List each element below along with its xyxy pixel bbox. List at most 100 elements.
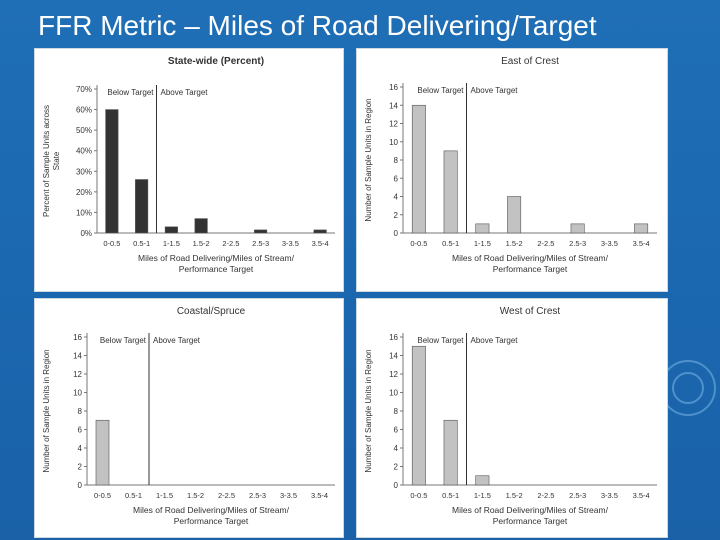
x-tick-label: 2-2.5 (218, 491, 235, 500)
bar-1-1.5 (475, 223, 490, 234)
slide-title: FFR Metric – Miles of Road Delivering/Ta… (38, 10, 597, 41)
x-tick-label: 2-2.5 (537, 491, 554, 500)
bar-1-1.5 (475, 475, 490, 486)
y-tick-label: 10 (389, 389, 398, 398)
y-axis-label: Number of Sample Units in Region (42, 349, 51, 472)
x-tick-label: 3.5-4 (311, 491, 328, 500)
x-tick-label: 1.5-2 (506, 239, 523, 248)
x-tick-label: 2.5-3 (569, 491, 586, 500)
bar-0.5-1 (443, 419, 458, 486)
bar-0-0.5 (411, 104, 426, 234)
y-tick-label: 40% (76, 147, 92, 156)
bar-0-0.5 (411, 345, 426, 486)
y-tick-label: 10 (73, 389, 82, 398)
x-axis-label: Miles of Road Delivering/Miles of Stream… (452, 505, 609, 526)
x-tick-label: 3.5-4 (312, 239, 329, 248)
bar-2.5-3 (254, 229, 268, 234)
x-tick-label: 1-1.5 (163, 239, 180, 248)
y-tick-label: 20% (76, 188, 92, 197)
chart-panel-west-of-crest: West of Crest 0 2 4 6 8 10 12 14 16 0-0.5 0.5-1 1-1.… (356, 298, 668, 538)
x-tick-label: 2.5-3 (569, 239, 586, 248)
x-tick-label: 0.5-1 (133, 239, 150, 248)
y-axis-label: Number of Sample Units in Region (364, 98, 373, 221)
y-tick-label: 16 (389, 333, 398, 342)
y-tick-label: 0 (394, 229, 399, 238)
bar-1.5-2 (507, 196, 522, 234)
y-tick-label: 4 (78, 444, 83, 453)
bar-0-0.5 (105, 109, 119, 234)
y-tick-label: 4 (394, 444, 399, 453)
x-tick-label: 0.5-1 (442, 239, 459, 248)
bar-0-0.5 (95, 419, 110, 486)
y-tick-label: 10 (389, 138, 398, 147)
x-tick-label: 3-3.5 (601, 491, 618, 500)
x-tick-label: 2-2.5 (222, 239, 239, 248)
y-tick-label: 14 (389, 101, 398, 110)
y-axis-label: Number of Sample Units in Region (364, 349, 373, 472)
y-tick-label: 12 (389, 120, 398, 129)
bar-0.5-1 (135, 179, 149, 234)
x-tick-label: 2-2.5 (537, 239, 554, 248)
x-tick-label: 0-0.5 (94, 491, 111, 500)
y-tick-label: 6 (78, 426, 83, 435)
bar-3.5-4 (313, 229, 327, 234)
y-tick-label: 8 (78, 407, 83, 416)
x-axis-label: Miles of Road Delivering/Miles of Stream… (138, 253, 295, 274)
y-tick-label: 12 (389, 370, 398, 379)
bar-1-1.5 (164, 226, 178, 234)
x-tick-label: 0.5-1 (442, 491, 459, 500)
below-target-label: Below Target (417, 336, 464, 345)
chart-title: State-wide (Percent) (168, 56, 264, 67)
y-tick-label: 0 (78, 481, 83, 490)
chart-west-of-crest: West of Crest 0 2 4 6 8 10 12 14 16 0-0.5 0.5-1 1-1.… (364, 306, 657, 526)
y-tick-label: 2 (394, 211, 399, 220)
chart-panel-east-of-crest: East of Crest 0 2 4 6 8 10 12 14 16 0-0.5 0.5-1 1-1.… (356, 48, 668, 292)
above-target-label: Above Target (161, 88, 209, 97)
y-tick-label: 12 (73, 370, 82, 379)
y-tick-label: 60% (76, 106, 92, 115)
bar-1.5-2 (194, 218, 208, 234)
y-tick-label: 2 (394, 463, 399, 472)
chart-title: Coastal/Spruce (177, 306, 246, 317)
decorative-swirl (660, 360, 716, 416)
chart-title: East of Crest (501, 56, 559, 67)
y-tick-label: 14 (389, 352, 398, 361)
chart-panel-coastal-spruce: Coastal/Spruce 0 2 4 6 8 10 12 14 16 0-0.5 0.5-1 1-1… (34, 298, 344, 538)
x-tick-label: 0-0.5 (103, 239, 120, 248)
bar-0.5-1 (443, 150, 458, 234)
x-tick-label: 3-3.5 (282, 239, 299, 248)
above-target-label: Above Target (471, 86, 519, 95)
x-tick-label: 1.5-2 (193, 239, 210, 248)
x-axis-label: Miles of Road Delivering/Miles of Stream… (133, 505, 290, 526)
x-tick-label: 0-0.5 (410, 239, 427, 248)
x-tick-label: 3.5-4 (633, 491, 650, 500)
x-tick-label: 1-1.5 (474, 239, 491, 248)
x-tick-label: 3.5-4 (633, 239, 650, 248)
y-tick-label: 0% (80, 229, 92, 238)
x-tick-label: 2.5-3 (249, 491, 266, 500)
y-tick-label: 30% (76, 167, 92, 176)
chart-title: West of Crest (500, 306, 561, 317)
bar-3.5-4 (634, 223, 649, 234)
below-target-label: Below Target (107, 88, 154, 97)
y-tick-label: 4 (394, 193, 399, 202)
above-target-label: Above Target (471, 336, 519, 345)
x-axis-label: Miles of Road Delivering/Miles of Stream… (452, 253, 609, 274)
y-tick-label: 16 (73, 333, 82, 342)
x-tick-label: 1.5-2 (506, 491, 523, 500)
x-tick-label: 3-3.5 (280, 491, 297, 500)
y-tick-label: 2 (78, 463, 83, 472)
y-tick-label: 6 (394, 174, 399, 183)
x-tick-label: 0.5-1 (125, 491, 142, 500)
below-target-label: Below Target (417, 86, 464, 95)
x-tick-label: 0-0.5 (410, 491, 427, 500)
chart-east-of-crest: East of Crest 0 2 4 6 8 10 12 14 16 0-0.5 0.5-1 1-1.… (364, 56, 657, 274)
above-target-label: Above Target (153, 336, 201, 345)
bar-2.5-3 (570, 223, 585, 234)
x-tick-label: 1-1.5 (474, 491, 491, 500)
y-axis-label: Percent of Sample Units acrossState (42, 105, 61, 217)
x-tick-label: 1-1.5 (156, 491, 173, 500)
chart-coastal-spruce: Coastal/Spruce 0 2 4 6 8 10 12 14 16 0-0.5 0.5-1 1-1… (42, 306, 335, 526)
x-tick-label: 3-3.5 (601, 239, 618, 248)
chart-panel-statewide: State-wide (Percent) 0% 10% 20% 30% 40% 50% 60%… (34, 48, 344, 292)
